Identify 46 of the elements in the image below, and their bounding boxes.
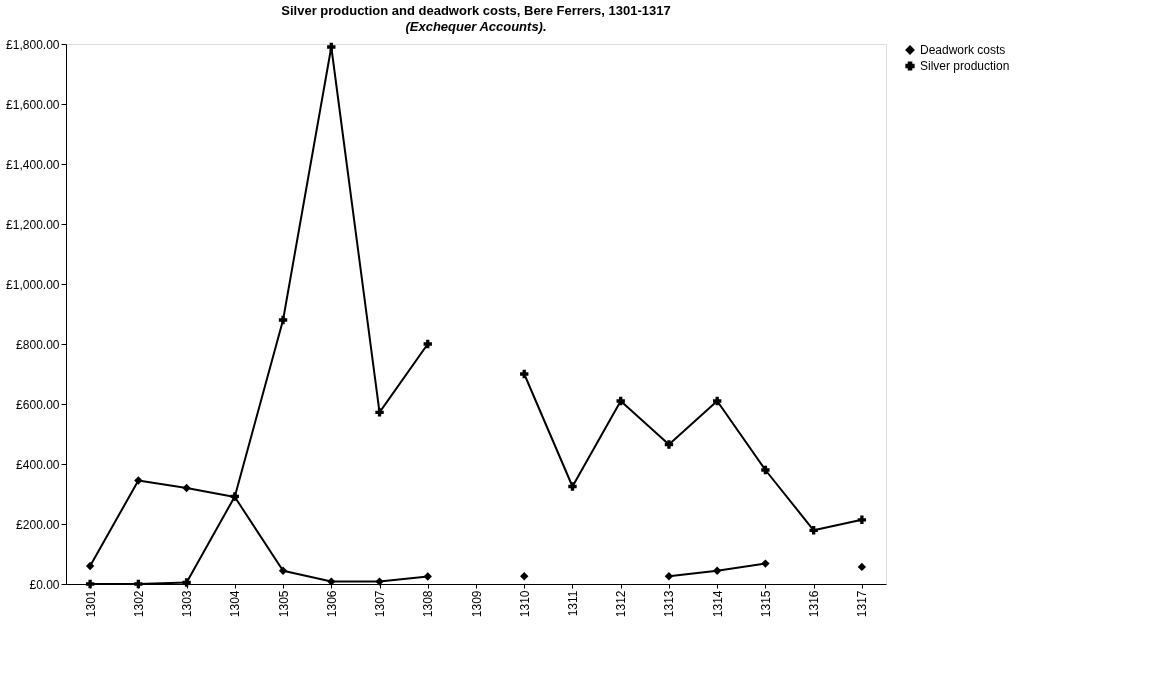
x-tick-label: 1304 — [228, 590, 243, 618]
point — [278, 315, 288, 325]
point — [375, 408, 384, 417]
x-tick-label: 1309 — [469, 590, 484, 618]
x-tick-label: 1308 — [421, 590, 436, 618]
legend-label: Silver production — [920, 59, 1010, 73]
point — [423, 339, 432, 349]
point — [85, 579, 95, 589]
x-tick-label: 1305 — [276, 590, 291, 618]
point — [327, 42, 336, 52]
legend-label: Deadwork costs — [920, 43, 1006, 57]
chart-title: Silver production and deadwork costs, Bere Ferrers, 1301-1317 — [281, 3, 671, 18]
y-tick-label: £1,800.00 — [6, 37, 60, 52]
x-tick-label: 1302 — [131, 590, 146, 618]
x-tick-label: 1307 — [373, 590, 388, 618]
point — [278, 566, 288, 575]
point — [857, 562, 867, 572]
x-tick-label: 1301 — [83, 590, 98, 618]
x-tick-label: 1313 — [662, 590, 677, 618]
x-tick-label: 1316 — [807, 590, 822, 618]
point — [134, 476, 143, 485]
y-tick-label: £1,400.00 — [6, 157, 60, 172]
point — [134, 579, 143, 589]
y-tick-label: £200.00 — [16, 517, 60, 532]
x-tick-label: 1317 — [855, 590, 870, 618]
x-tick-label: 1303 — [180, 590, 195, 618]
y-tick-label: £1,600.00 — [6, 97, 60, 112]
y-tick-label: £0.00 — [29, 577, 60, 592]
y-tick-label: £400.00 — [16, 457, 60, 472]
y-tick-label: £1,000.00 — [6, 277, 60, 292]
x-tick-label: 1314 — [710, 590, 725, 618]
x-tick-label: 1311 — [565, 590, 580, 617]
point — [182, 578, 191, 587]
x-tick-label: 1315 — [758, 590, 773, 618]
point — [182, 483, 191, 493]
point — [85, 561, 95, 571]
x-tick-label: 1310 — [517, 590, 532, 618]
y-tick-label: £1,200.00 — [6, 217, 60, 232]
point — [423, 572, 432, 581]
y-tick-label: £600.00 — [16, 397, 60, 412]
point — [327, 577, 336, 586]
chart-subtitle: (Exchequer Accounts). — [405, 19, 547, 34]
x-tick-label: 1306 — [324, 590, 339, 618]
x-tick-label: 1312 — [614, 590, 629, 618]
point — [375, 577, 384, 586]
y-tick-label: £800.00 — [16, 337, 60, 352]
